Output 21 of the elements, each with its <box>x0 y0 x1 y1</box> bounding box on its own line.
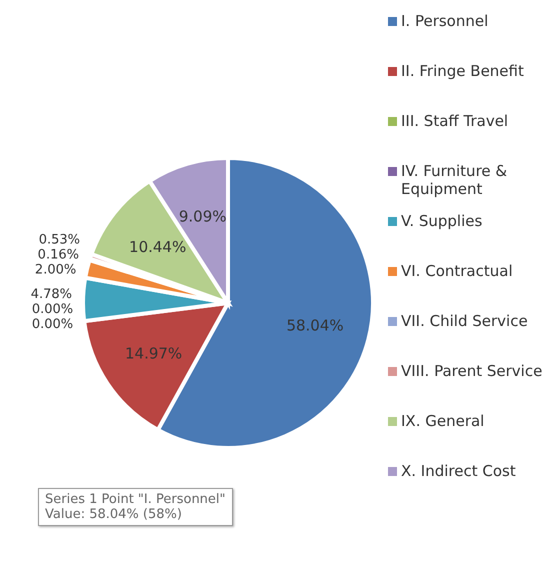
data-label: 0.16% <box>38 247 79 262</box>
data-label: 9.09% <box>178 208 227 226</box>
legend-label: V. Supplies <box>401 212 482 230</box>
legend-label: VI. Contractual <box>401 262 513 280</box>
data-label: 0.53% <box>38 232 80 248</box>
legend-label: VIII. Parent Service <box>401 362 542 380</box>
legend-label: II. Fringe Benefit <box>401 62 524 80</box>
tooltip-box: Series 1 Point "I. Personnel" Value: 58.04% (58%) <box>38 488 233 526</box>
legend-label: X. Indirect Cost <box>401 462 516 480</box>
legend-label: IV. Furniture & Equipment <box>401 162 508 198</box>
data-label: 14.97% <box>124 344 182 362</box>
text: 0.00% <box>32 316 74 332</box>
legend-label: VII. Child Service <box>401 312 528 330</box>
data-label: 10.44% <box>129 238 186 256</box>
text: 0.00% <box>32 302 74 317</box>
data-label: 2.00% <box>34 262 76 278</box>
legend-label: IX. General <box>401 412 484 430</box>
data-label: 58.04% <box>286 316 344 334</box>
legend-label: I. Personnel <box>401 12 488 30</box>
data-label: 4.78% <box>30 286 72 302</box>
legend-label: III. Staff Travel <box>401 112 508 130</box>
